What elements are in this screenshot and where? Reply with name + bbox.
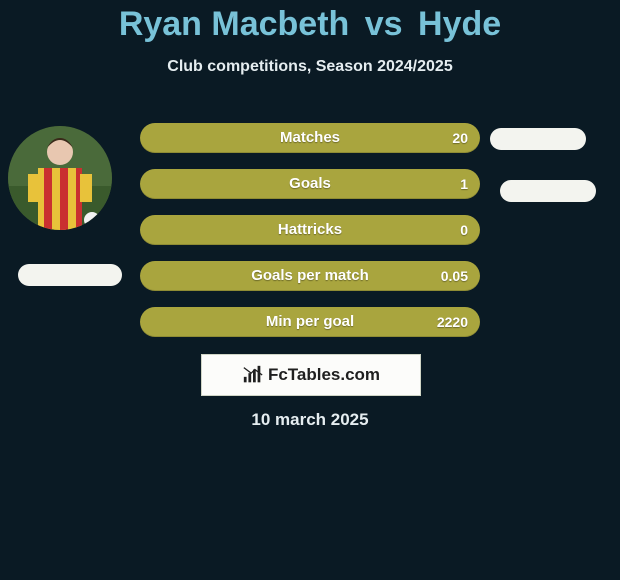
title-player: Ryan Macbeth — [119, 5, 350, 43]
stat-label: Min per goal — [140, 307, 480, 337]
stat-right-value: 0 — [460, 215, 468, 245]
stat-row: Goals 1 — [140, 169, 480, 199]
stat-row: Min per goal 2220 — [140, 307, 480, 337]
stat-label: Goals per match — [140, 261, 480, 291]
right-stat-pill-2 — [500, 180, 596, 202]
bar-chart-icon — [242, 364, 264, 386]
stats-list: Matches 20 Goals 1 Hattricks 0 Goals per… — [140, 123, 480, 353]
left-stat-pill — [18, 264, 122, 286]
player-jersey-icon — [8, 126, 112, 230]
site-logo[interactable]: FcTables.com — [201, 354, 421, 396]
stat-right-value: 20 — [452, 123, 468, 153]
stat-label: Goals — [140, 169, 480, 199]
stat-label: Hattricks — [140, 215, 480, 245]
stat-right-value: 0.05 — [441, 261, 468, 291]
stat-label: Matches — [140, 123, 480, 153]
date-label: 10 march 2025 — [0, 410, 620, 430]
stat-row: Goals per match 0.05 — [140, 261, 480, 291]
site-logo-text: FcTables.com — [268, 365, 380, 385]
right-stat-pill-1 — [490, 128, 586, 150]
title-opponent: Hyde — [418, 5, 501, 43]
stat-right-value: 2220 — [437, 307, 468, 337]
stat-right-value: 1 — [460, 169, 468, 199]
player-photo — [8, 126, 112, 230]
stat-row: Hattricks 0 — [140, 215, 480, 245]
title-vs: vs — [365, 5, 403, 43]
page-title: Ryan Macbeth vs Hyde — [0, 0, 620, 44]
stat-row: Matches 20 — [140, 123, 480, 153]
subtitle: Club competitions, Season 2024/2025 — [0, 58, 620, 76]
